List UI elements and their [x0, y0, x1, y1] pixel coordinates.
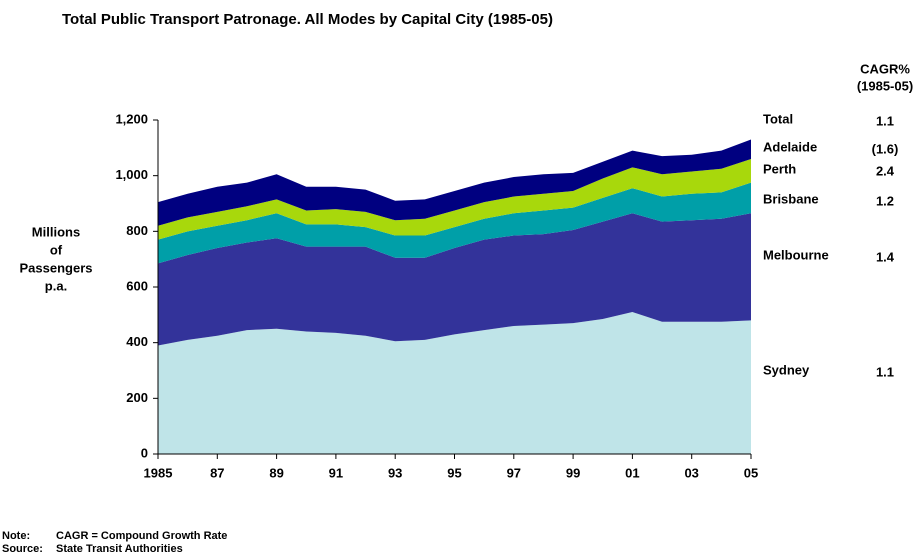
x-tick-label: 03 — [684, 465, 698, 480]
y-tick-label: 1,000 — [115, 167, 148, 182]
total-cagr: 1.1 — [876, 113, 894, 128]
y-axis-label: Passengers — [20, 260, 93, 275]
cagr-header: (1985-05) — [857, 78, 913, 93]
cagr-value: (1.6) — [872, 141, 899, 156]
area — [158, 158, 751, 240]
y-tick-label: 0 — [141, 445, 148, 460]
note-text: CAGR = Compound Growth Rate — [56, 530, 227, 542]
area — [158, 312, 751, 454]
y-tick-label: 400 — [126, 334, 148, 349]
area — [158, 213, 751, 346]
total-label: Total — [763, 111, 793, 126]
note-key: Note: — [2, 530, 30, 542]
cagr-value: 1.2 — [876, 193, 894, 208]
cagr-header: CAGR% — [860, 61, 910, 76]
x-tick-label: 97 — [507, 465, 521, 480]
legend-label: Melbourne — [763, 247, 829, 262]
x-tick-label: 99 — [566, 465, 580, 480]
legend-label: Brisbane — [763, 191, 819, 206]
x-tick-label: 01 — [625, 465, 639, 480]
cagr-value: 1.4 — [876, 249, 895, 264]
y-tick-label: 800 — [126, 223, 148, 238]
x-tick-label: 87 — [210, 465, 224, 480]
legend-label: Perth — [763, 161, 796, 176]
x-tick-label: 93 — [388, 465, 402, 480]
cagr-value: 2.4 — [876, 163, 895, 178]
area — [158, 182, 751, 264]
x-tick-label: 95 — [447, 465, 461, 480]
y-axis-label: Millions — [32, 224, 80, 239]
y-tick-label: 600 — [126, 278, 148, 293]
y-tick-label: 1,200 — [115, 111, 148, 126]
cagr-value: 1.1 — [876, 364, 894, 379]
x-tick-label: 1985 — [144, 465, 173, 480]
legend-label: Sydney — [763, 362, 810, 377]
y-axis-label: p.a. — [45, 278, 67, 293]
chart-title: Total Public Transport Patronage. All Mo… — [62, 11, 553, 28]
x-tick-label: 89 — [269, 465, 283, 480]
area — [158, 139, 751, 226]
y-tick-label: 200 — [126, 390, 148, 405]
x-tick-label: 05 — [744, 465, 758, 480]
legend-label: Adelaide — [763, 139, 817, 154]
note-key: Source: — [2, 543, 43, 555]
note-text: State Transit Authorities — [56, 543, 183, 555]
y-axis-label: of — [50, 242, 63, 257]
x-tick-label: 91 — [329, 465, 343, 480]
